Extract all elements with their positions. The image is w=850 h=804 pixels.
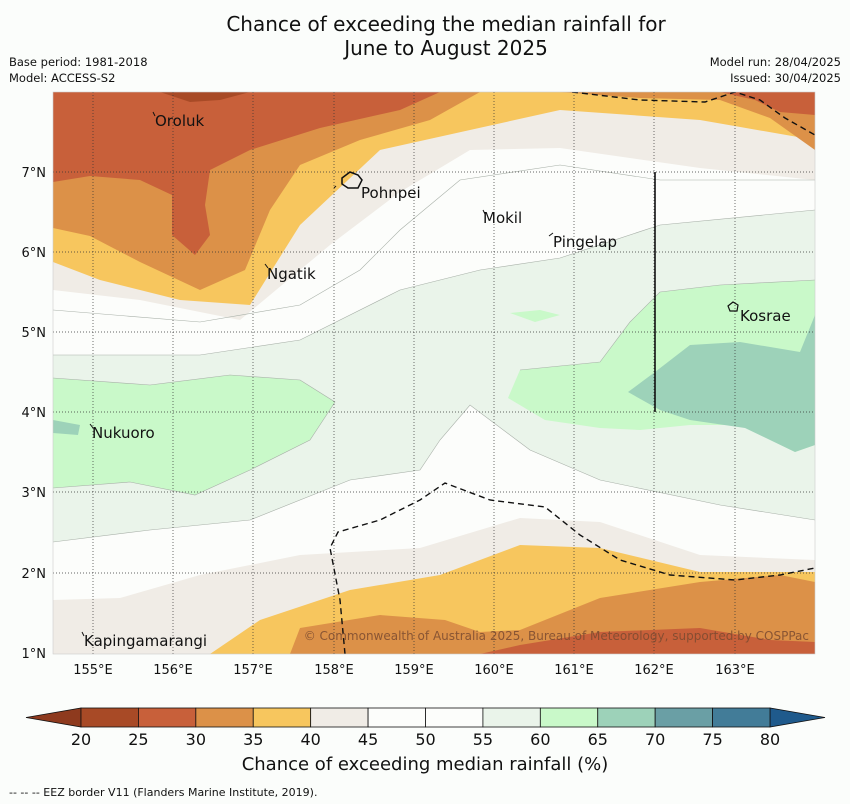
ant-atoll-mark bbox=[333, 185, 337, 189]
title-line-1: Chance of exceeding the median rainfall … bbox=[226, 12, 666, 36]
colorbar-title: Chance of exceeding median rainfall (%) bbox=[241, 754, 609, 775]
place-oroluk: Oroluk bbox=[155, 112, 204, 130]
place-kapingamarangi: Kapingamarangi bbox=[84, 632, 207, 650]
colorbar-swatch bbox=[80, 707, 139, 728]
colorbar-swatch bbox=[539, 707, 599, 728]
lon-tick: 159°E bbox=[394, 663, 434, 678]
colorbar-tick: 75 bbox=[702, 730, 722, 749]
band-25-north bbox=[53, 92, 440, 255]
lon-tick: 160°E bbox=[474, 663, 514, 678]
colorbar-swatch bbox=[367, 707, 426, 728]
colorbar-swatch bbox=[310, 707, 369, 728]
colorbar-tick: 20 bbox=[71, 730, 91, 749]
kosrae-outline bbox=[727, 301, 739, 312]
lat-tick: 3°N bbox=[22, 486, 47, 501]
colorbar-tick: 55 bbox=[473, 730, 493, 749]
colorbar-swatch bbox=[138, 707, 197, 728]
band-65-east bbox=[628, 315, 815, 452]
lat-tick: 5°N bbox=[22, 326, 47, 341]
lon-tick: 163°E bbox=[715, 663, 755, 678]
contour-lines bbox=[53, 164, 815, 543]
colorbar-swatch bbox=[425, 707, 484, 728]
band-60-west bbox=[53, 375, 335, 495]
colorbar-tick: 40 bbox=[300, 730, 320, 749]
lat-tick: 2°N bbox=[22, 567, 47, 582]
map-frame bbox=[52, 91, 816, 655]
base-period: Base period: 1981-2018 bbox=[9, 55, 148, 69]
band-20-north bbox=[160, 92, 250, 102]
place-ngatik: Ngatik bbox=[267, 265, 316, 283]
colorbar-swatch bbox=[654, 707, 713, 728]
lat-tick-labels: 7°N 6°N 5°N 4°N 3°N 2°N 1°N bbox=[22, 166, 47, 662]
map-title: Chance of exceeding the median rainfall … bbox=[0, 12, 850, 60]
colorbar-swatch bbox=[195, 707, 254, 728]
model-name: Model: ACCESS-S2 bbox=[9, 71, 116, 85]
copyright-notice: © Commonwealth of Australia 2025, Bureau… bbox=[304, 629, 809, 643]
title-line-2: June to August 2025 bbox=[344, 36, 548, 60]
colorbar-tick: 35 bbox=[243, 730, 263, 749]
eez-border bbox=[329, 92, 815, 654]
colorbar: 20 25 30 35 40 45 50 55 60 65 70 75 80 bbox=[25, 707, 826, 749]
band-60-patch bbox=[510, 310, 560, 322]
graticule bbox=[53, 92, 815, 654]
colorbar-swatch bbox=[597, 707, 656, 728]
colorbar-tick: 60 bbox=[530, 730, 550, 749]
meta-left: Base period: 1981-2018 Model: ACCESS-S2 bbox=[9, 54, 148, 86]
colorbar-swatch bbox=[712, 707, 771, 728]
band-25-south bbox=[480, 628, 815, 654]
place-mokil: Mokil bbox=[483, 209, 522, 227]
place-nukuoro: Nukuoro bbox=[92, 424, 155, 442]
contour-fill bbox=[53, 92, 815, 654]
colorbar-tick: 50 bbox=[415, 730, 435, 749]
lon-tick: 155°E bbox=[73, 663, 113, 678]
band-65-west bbox=[53, 420, 80, 435]
colorbar-tick: 80 bbox=[760, 730, 780, 749]
atoll-marks bbox=[81, 111, 554, 637]
lat-tick: 1°N bbox=[22, 647, 47, 662]
lon-tick: 156°E bbox=[153, 663, 193, 678]
lon-tick: 158°E bbox=[314, 663, 354, 678]
colorbar-swatch bbox=[482, 707, 541, 728]
colorbar-extend-high bbox=[769, 707, 826, 728]
place-pingelap: Pingelap bbox=[553, 233, 617, 251]
pohnpei-outline bbox=[341, 171, 363, 189]
eez-credit: -- -- -- EEZ border V11 (Flanders Marine… bbox=[9, 786, 318, 799]
lat-tick: 6°N bbox=[22, 246, 47, 261]
model-run: Model run: 28/04/2025 bbox=[709, 55, 841, 69]
meta-right: Model run: 28/04/2025 Issued: 30/04/2025 bbox=[710, 54, 841, 86]
lon-tick: 157°E bbox=[233, 663, 273, 678]
colorbar-tick: 30 bbox=[186, 730, 206, 749]
colorbar-tick: 25 bbox=[128, 730, 148, 749]
issued-date: Issued: 30/04/2025 bbox=[730, 71, 841, 85]
place-pohnpei: Pohnpei bbox=[361, 184, 421, 202]
lon-tick: 162°E bbox=[634, 663, 674, 678]
band-25-ne bbox=[720, 92, 815, 115]
lon-tick-labels: 155°E 156°E 157°E 158°E 159°E 160°E 161°… bbox=[73, 663, 755, 678]
colorbar-extend-low bbox=[25, 707, 82, 728]
colorbar-tick: 45 bbox=[358, 730, 378, 749]
lon-tick: 161°E bbox=[554, 663, 594, 678]
colorbar-tick: 70 bbox=[645, 730, 665, 749]
band-30-ne bbox=[560, 92, 815, 150]
colorbar-swatch bbox=[252, 707, 312, 728]
colorbar-tick: 65 bbox=[588, 730, 608, 749]
lat-tick: 7°N bbox=[22, 166, 47, 181]
place-kosrae: Kosrae bbox=[740, 307, 791, 325]
lat-tick: 4°N bbox=[22, 406, 47, 421]
